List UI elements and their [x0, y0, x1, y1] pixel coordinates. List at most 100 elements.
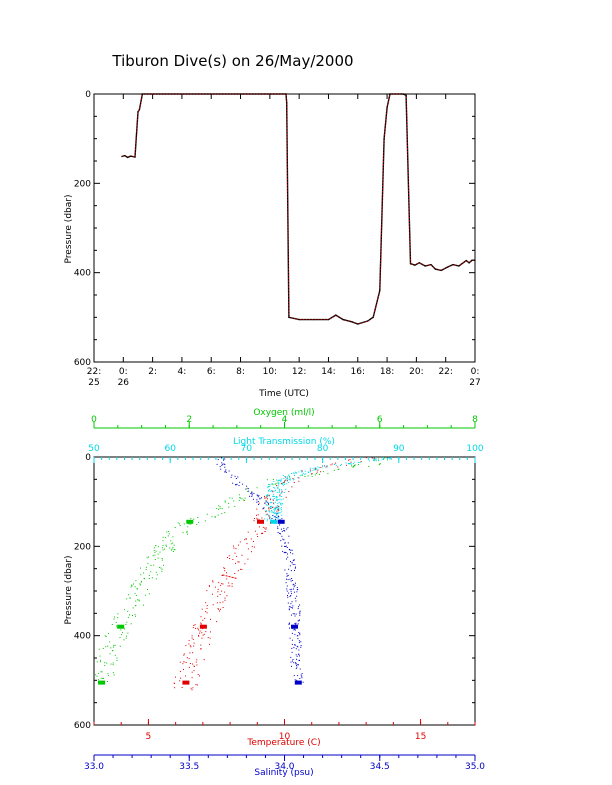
- temperature-data-point: [209, 643, 210, 645]
- salinity-data-point: [235, 478, 237, 479]
- light-data-point: [276, 513, 278, 515]
- light-data-point: [277, 503, 279, 505]
- light-data-point: [267, 494, 269, 495]
- temperature-data-point: [272, 491, 274, 493]
- oxygen-data-point: [107, 675, 109, 677]
- temperature-data-point: [191, 635, 193, 637]
- light-data-point: [279, 512, 281, 514]
- oxygen-data-point: [165, 537, 167, 539]
- temperature-data-point: [195, 627, 196, 629]
- temperature-data-point: [264, 531, 266, 533]
- oxygen-data-point: [161, 558, 163, 559]
- oxygen-data-point: [138, 600, 140, 602]
- salinity-data-point: [281, 535, 283, 537]
- temperature-data-point: [224, 591, 226, 593]
- light-data-point: [287, 482, 289, 483]
- pressure-point: [379, 289, 381, 292]
- temperature-data-point: [241, 569, 243, 570]
- light-data-point: [279, 508, 281, 510]
- salinity-data-point: [276, 512, 278, 514]
- salinity-data-point: [284, 542, 286, 544]
- top-x-tick-label: 16:: [351, 367, 365, 377]
- temperature-data-point: [182, 663, 184, 665]
- oxygen-data-point: [276, 482, 278, 484]
- salinity-data-point: [245, 488, 247, 490]
- salinity-data-point: [294, 567, 296, 569]
- light-data-point: [293, 479, 295, 481]
- oxygen-data-point: [169, 547, 171, 549]
- temperature-data-point: [190, 687, 192, 689]
- salinity-data-point: [223, 459, 225, 461]
- temperature-data-point: [196, 684, 198, 686]
- salinity-data-point: [291, 647, 293, 649]
- temperature-axis-label: Temperature (C): [246, 738, 320, 748]
- temperature-data-point: [237, 570, 239, 572]
- oxygen-data-point: [127, 616, 129, 618]
- light-data-point: [304, 470, 306, 472]
- light-data-point: [269, 485, 271, 487]
- salinity-data-point: [295, 648, 297, 650]
- temperature-data-point: [197, 674, 199, 675]
- temperature-data-point: [199, 632, 201, 634]
- oxygen-data-point: [187, 526, 189, 528]
- salinity-data-point: [293, 583, 295, 585]
- light-data-point: [280, 503, 281, 505]
- temperature-data-point: [197, 629, 199, 631]
- light-data-point: [273, 481, 275, 482]
- oxygen-data-point: [322, 471, 324, 473]
- oxygen-data-point: [104, 662, 106, 664]
- oxygen-data-point: [206, 513, 208, 515]
- light-data-point: [295, 472, 297, 474]
- oxygen-data-point: [100, 661, 101, 663]
- oxygen-data-point: [224, 501, 226, 503]
- light-data-point: [278, 488, 280, 490]
- light-data-point: [274, 509, 276, 511]
- temperature-tick-label: 5: [146, 732, 152, 742]
- oxygen-data-point: [218, 505, 220, 507]
- oxygen-data-point: [177, 522, 179, 524]
- oxygen-data-point: [219, 507, 221, 509]
- temperature-data-point: [195, 684, 197, 686]
- oxygen-data-point: [244, 500, 245, 501]
- pressure-point: [424, 265, 426, 267]
- oxygen-data-point: [198, 521, 200, 523]
- light-data-point: [325, 465, 327, 467]
- light-data-point: [265, 510, 267, 512]
- light-data-point: [283, 478, 285, 480]
- salinity-data-point: [223, 463, 225, 465]
- temperature-data-point: [251, 546, 253, 548]
- light-data-point: [389, 457, 391, 459]
- temperature-data-point: [218, 608, 220, 610]
- pressure-point: [372, 316, 374, 318]
- salinity-data-point: [275, 517, 277, 518]
- salinity-data-point: [285, 582, 287, 584]
- light-data-point: [300, 470, 302, 471]
- temperature-data-point: [261, 533, 263, 534]
- temperature-data-point: [257, 514, 259, 516]
- oxygen-data-point: [129, 614, 130, 616]
- oxygen-data-point: [120, 634, 122, 636]
- temperature-data-point: [206, 607, 208, 609]
- temperature-tick-label: 10: [279, 732, 291, 742]
- oxygen-data-point: [114, 644, 116, 646]
- salinity-data-point: [291, 639, 293, 641]
- temperature-data-point: [217, 608, 219, 610]
- light-data-point: [287, 477, 288, 479]
- light-data-point: [273, 496, 275, 497]
- oxygen-data-point: [315, 473, 317, 474]
- salinity-data-point: [251, 495, 253, 497]
- oxygen-data-point: [170, 543, 172, 545]
- light-data-point: [388, 458, 390, 460]
- light-data-point: [268, 486, 270, 487]
- temperature-data-point: [350, 461, 352, 463]
- oxygen-data-point: [125, 624, 127, 625]
- oxygen-data-point: [162, 544, 164, 546]
- light-data-point: [282, 475, 284, 477]
- temperature-data-point: [256, 508, 258, 510]
- pressure-point: [414, 264, 416, 266]
- light-data-point: [266, 520, 268, 522]
- oxygen-data-point: [268, 484, 270, 486]
- salinity-data-point: [297, 675, 299, 677]
- light-data-point: [276, 507, 278, 509]
